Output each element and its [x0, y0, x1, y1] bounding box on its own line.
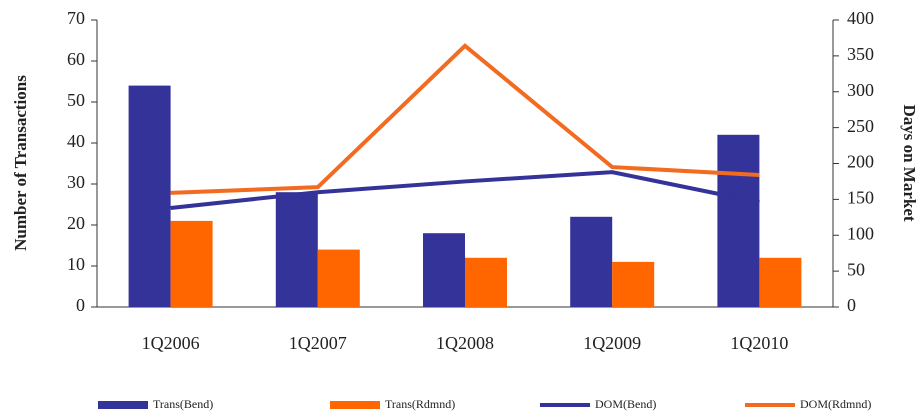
- bar: [128, 85, 171, 307]
- y2-tick-label: 400: [847, 8, 874, 28]
- legend-text: DOM(Rdmnd): [800, 397, 871, 411]
- line: [170, 170, 760, 210]
- y-tick-label: 0: [76, 295, 85, 315]
- y-tick-label: 10: [67, 254, 85, 274]
- legend-swatch: [98, 401, 148, 409]
- y2-tick-label: 150: [847, 188, 874, 208]
- y2-tick-label: 200: [847, 152, 874, 172]
- y-tick-label: 40: [67, 131, 85, 151]
- y2-tick-label: 250: [847, 116, 874, 136]
- bar: [317, 249, 360, 307]
- y-tick-label: 20: [67, 213, 85, 233]
- x-tick-label: 1Q2007: [289, 333, 347, 353]
- y-tick-label: 70: [67, 8, 85, 28]
- bar: [717, 134, 760, 307]
- bar: [275, 192, 318, 307]
- bar: [570, 216, 613, 307]
- bar: [465, 257, 507, 307]
- x-tick-label: 1Q2010: [730, 333, 788, 353]
- bar: [170, 220, 213, 307]
- legend-swatch: [330, 401, 380, 409]
- x-tick-label: 1Q2009: [583, 333, 641, 353]
- x-tick-label: 1Q2008: [436, 333, 494, 353]
- line: [170, 43, 760, 195]
- bar: [612, 261, 655, 307]
- x-tick-label: 1Q2006: [142, 333, 200, 353]
- bar: [759, 257, 802, 307]
- legend-text: Trans(Bend): [153, 397, 213, 411]
- y-axis-title: Number of Transactions: [11, 75, 30, 251]
- y2-tick-label: 100: [847, 223, 874, 243]
- legend-text: Trans(Rdmnd): [385, 397, 455, 411]
- y-tick-label: 30: [67, 172, 85, 192]
- y2-axis-title: Days on Market: [900, 104, 919, 221]
- y2-tick-label: 350: [847, 44, 874, 64]
- y2-tick-label: 50: [847, 259, 865, 279]
- y2-tick-label: 300: [847, 80, 874, 100]
- y-tick-label: 50: [67, 90, 85, 110]
- y-tick-label: 60: [67, 49, 85, 69]
- legend-text: DOM(Bend): [595, 397, 656, 411]
- y2-tick-label: 0: [847, 295, 856, 315]
- bar: [423, 233, 465, 307]
